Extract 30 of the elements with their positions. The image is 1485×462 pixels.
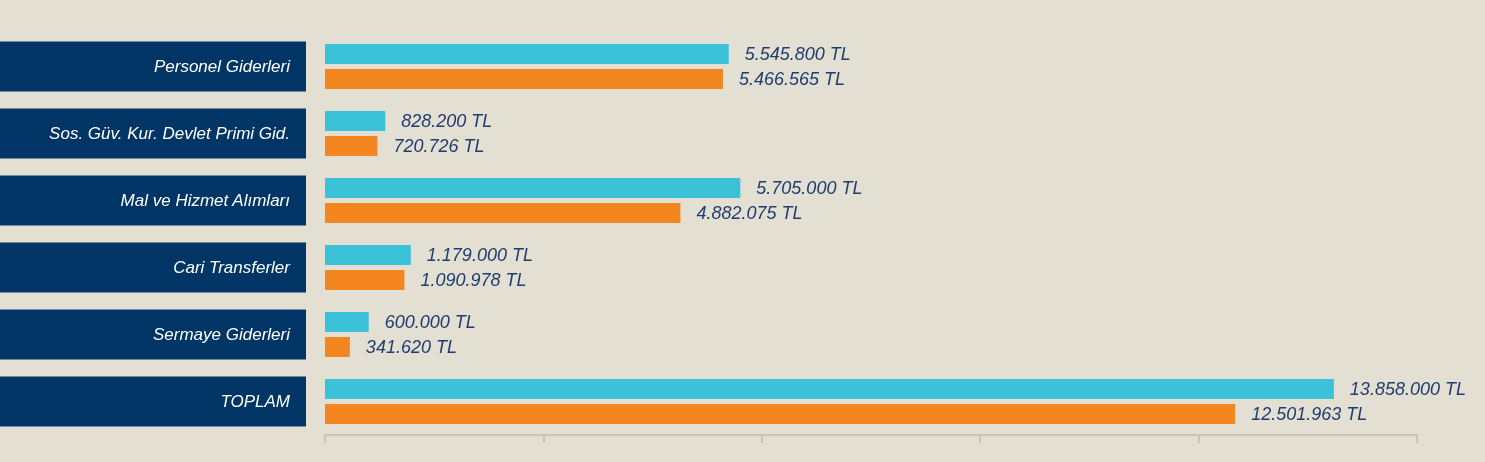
- data-label: 341.620 TL: [365, 337, 457, 357]
- data-label: 600.000 TL: [384, 312, 476, 332]
- data-label: 828.200 TL: [401, 111, 493, 131]
- data-label: 5.545.800 TL: [744, 44, 851, 64]
- bar: [325, 312, 369, 332]
- bar: [325, 178, 741, 198]
- y-tick-label: Personel Giderleri: [153, 57, 292, 76]
- y-tick-label: Sos. Güv. Kur. Devlet Primi Gid.: [49, 124, 290, 143]
- data-label: 5.705.000 TL: [756, 178, 863, 198]
- data-label: 1.090.978 TL: [420, 270, 527, 290]
- bar: [325, 136, 378, 156]
- data-label: 5.466.565 TL: [738, 69, 846, 89]
- bar: [325, 111, 386, 131]
- y-tick-label: Cari Transferler: [173, 258, 292, 277]
- data-label: 12.501.963 TL: [1251, 404, 1368, 424]
- bar: [325, 379, 1334, 399]
- y-tick-label: TOPLAM: [220, 392, 291, 411]
- bar: [325, 245, 411, 265]
- y-tick-label: Mal ve Hizmet Alımları: [120, 191, 290, 210]
- bar: [325, 69, 723, 89]
- bar: [325, 44, 729, 64]
- data-label: 4.882.075 TL: [696, 203, 803, 223]
- data-label: 13.858.000 TL: [1349, 379, 1466, 399]
- data-label: 720.726 TL: [393, 136, 485, 156]
- bar: [325, 404, 1236, 424]
- bar: [325, 203, 681, 223]
- bar: [325, 270, 405, 290]
- data-label: 1.179.000 TL: [426, 245, 533, 265]
- y-tick-label: Sermaye Giderleri: [153, 325, 292, 344]
- bar: [325, 337, 350, 357]
